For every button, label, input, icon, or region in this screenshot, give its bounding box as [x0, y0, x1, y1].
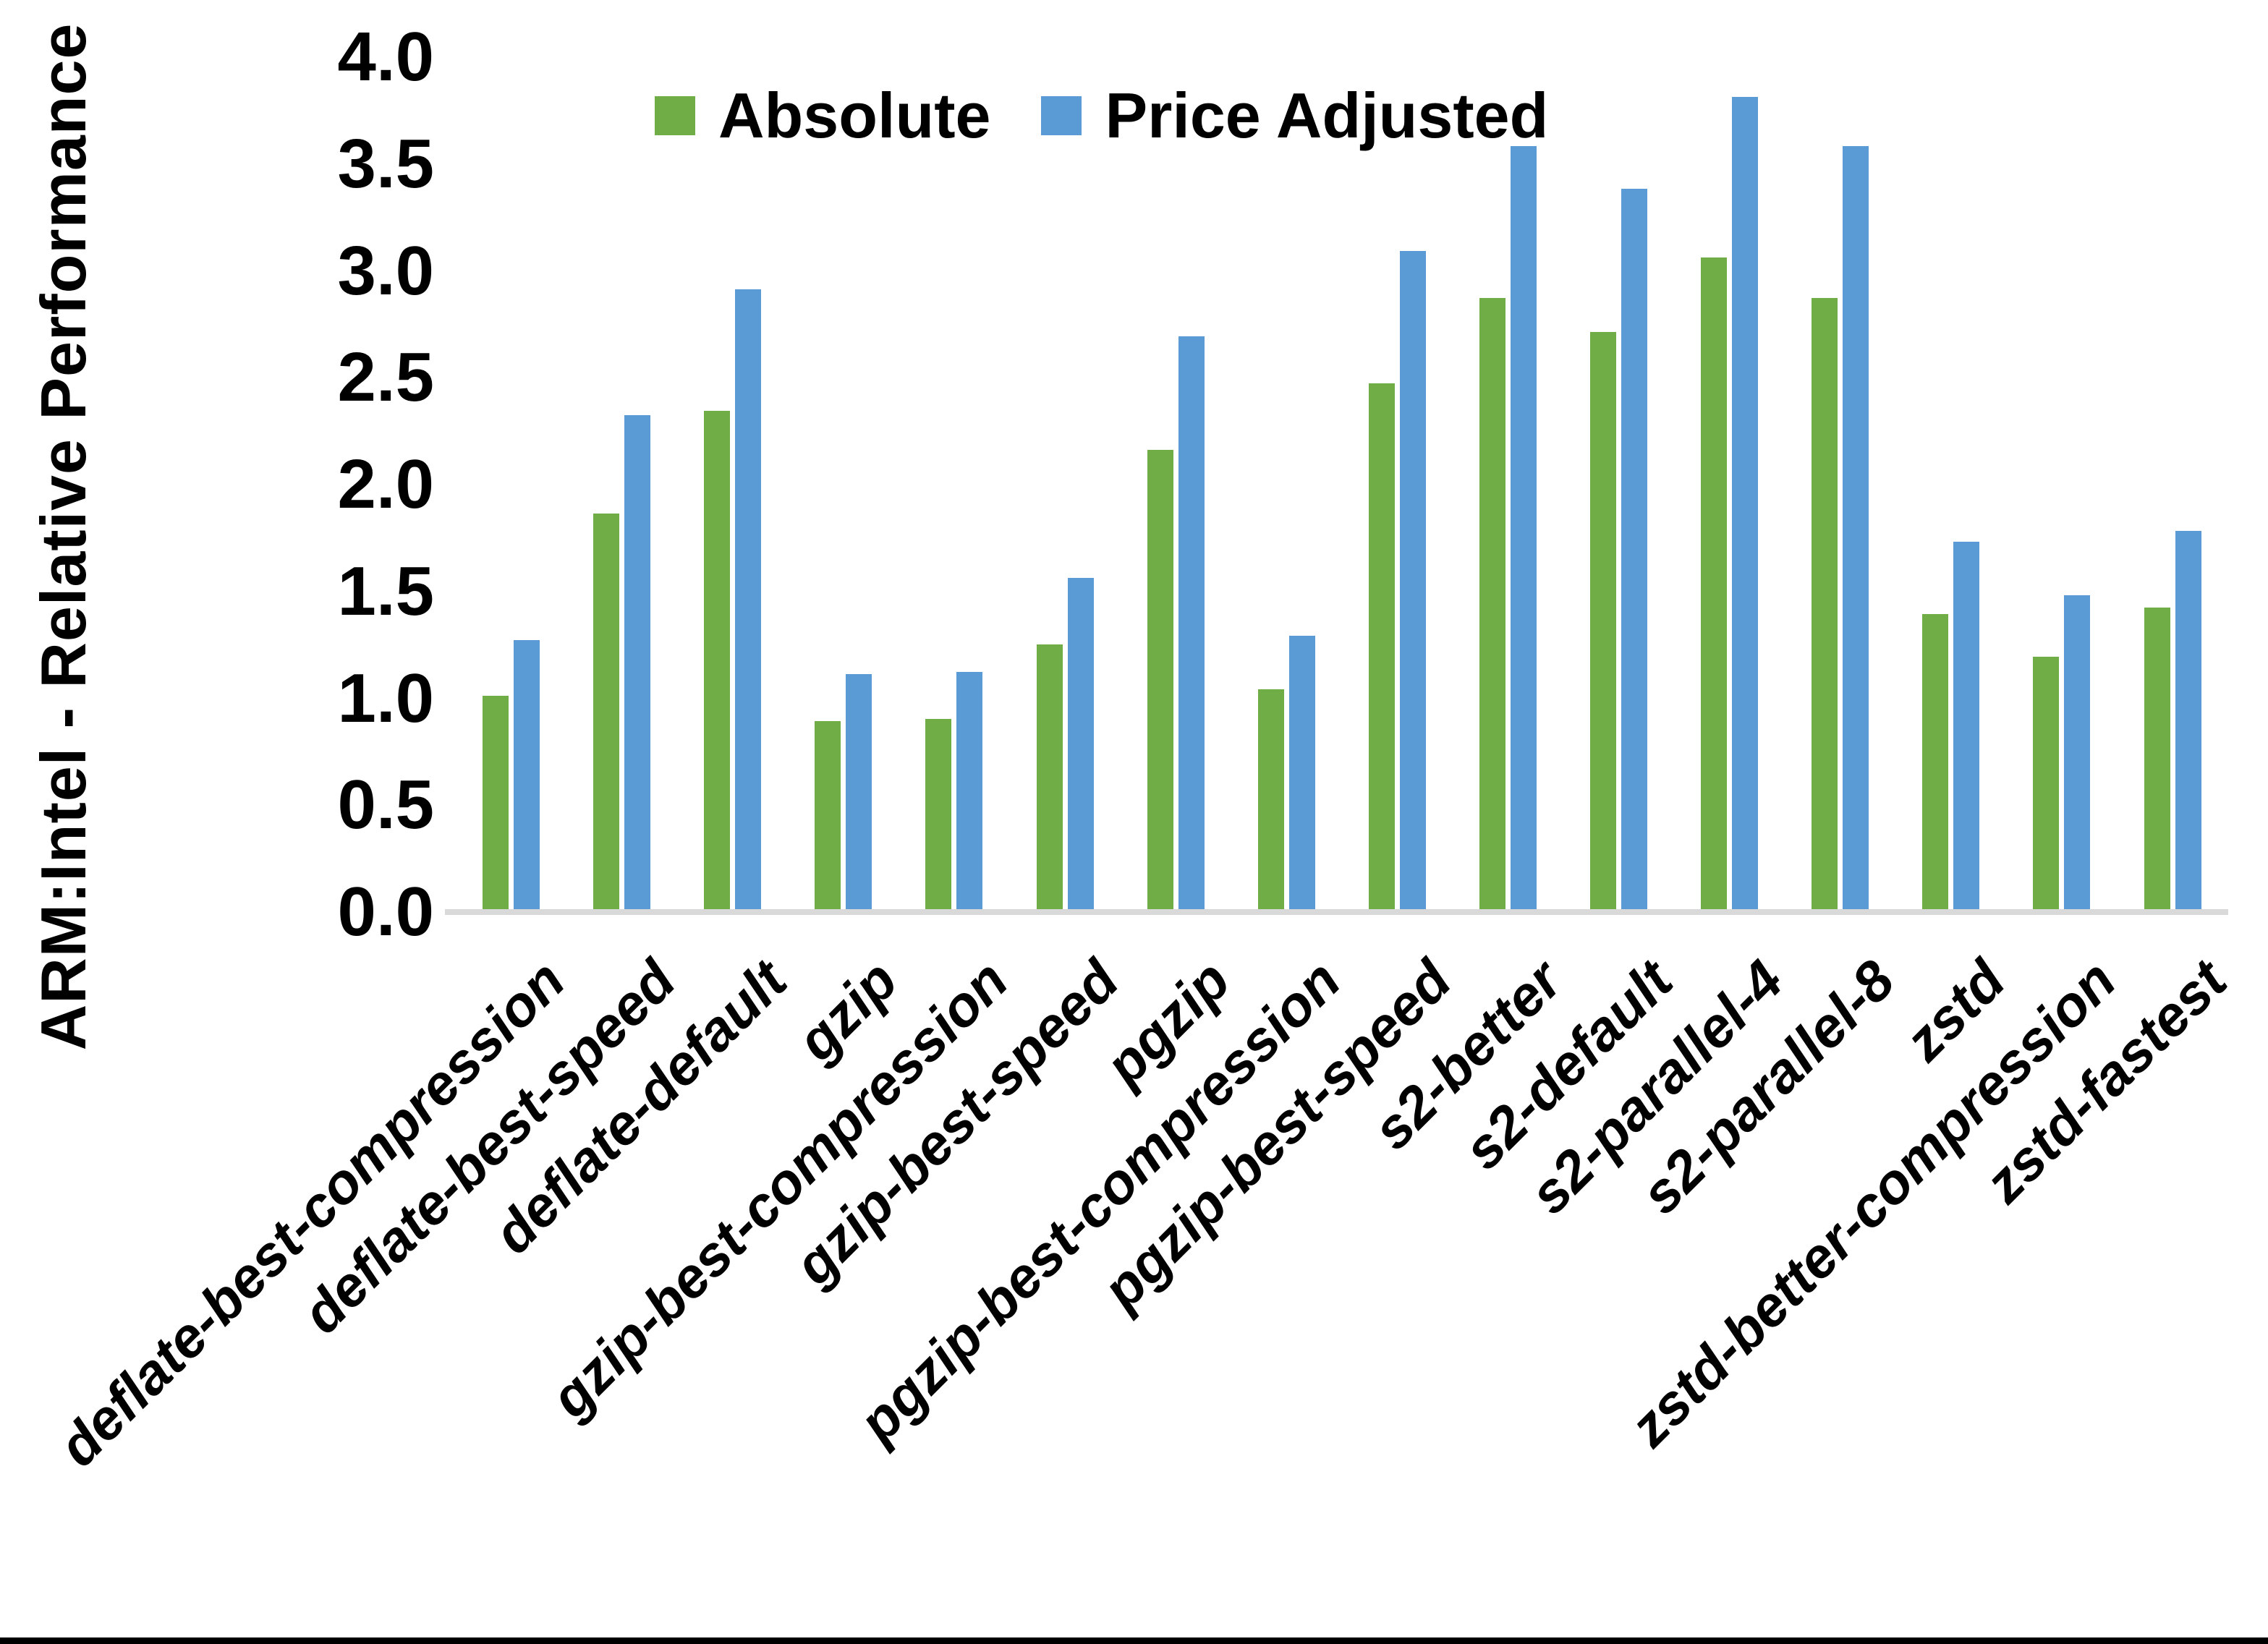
- legend: Absolute Price Adjusted: [655, 72, 1548, 159]
- y-tick-label: 2.5: [337, 338, 434, 417]
- bar-price-adjusted-gzip: [846, 673, 872, 909]
- bar-price-adjusted-s2-parallel-4: [1732, 97, 1759, 909]
- y-tick-label: 3.0: [337, 231, 434, 310]
- bar-price-adjusted-zstd: [1953, 541, 1980, 909]
- bar-absolute-zstd-better-compression: [2033, 657, 2060, 909]
- bar-absolute-deflate-best-compression: [483, 695, 509, 909]
- bar-absolute-s2-parallel-4: [1701, 257, 1728, 909]
- bar-absolute-deflate-default: [704, 411, 731, 909]
- bar-price-adjusted-pgzip-best-compression: [1288, 635, 1315, 909]
- bar-absolute-zstd: [1922, 614, 1949, 909]
- bar-absolute-s2-better: [1479, 297, 1505, 909]
- y-tick-label: 2.0: [337, 446, 434, 523]
- bar-absolute-pgzip-best-speed: [1368, 383, 1395, 909]
- bar-absolute-zstd-fastest: [2144, 608, 2170, 909]
- bar-absolute-gzip: [815, 720, 841, 909]
- legend-item: Price Adjusted: [1041, 79, 1548, 153]
- y-tick-label: 3.5: [337, 124, 434, 203]
- legend-label: Price Adjusted: [1105, 80, 1549, 151]
- bar-absolute-s2-default: [1590, 332, 1616, 909]
- bar-absolute-gzip-best-compression: [925, 719, 952, 909]
- y-tick-label: 0.5: [337, 766, 434, 844]
- y-axis-title: ARM:Intel - Relative Performance: [27, 22, 99, 1051]
- legend-item: Absolute: [655, 79, 990, 153]
- legend-label: Absolute: [718, 80, 991, 151]
- y-tick-label: 1.0: [337, 659, 434, 737]
- bar-price-adjusted-deflate-default: [735, 289, 762, 909]
- bar-price-adjusted-deflate-best-compression: [514, 639, 540, 909]
- y-tick-label: 4.0: [337, 18, 434, 95]
- bar-price-adjusted-s2-default: [1621, 189, 1647, 909]
- bar-price-adjusted-gzip-best-speed: [1067, 577, 1094, 909]
- legend-swatch-icon: [1041, 96, 1082, 135]
- legend-swatch-icon: [655, 96, 695, 135]
- bar-absolute-s2-parallel-8: [1812, 297, 1838, 909]
- y-tick-label: 1.5: [337, 552, 434, 630]
- bar-price-adjusted-zstd-better-compression: [2064, 595, 2091, 909]
- bar-price-adjusted-pgzip-best-speed: [1399, 250, 1426, 909]
- bar-absolute-pgzip: [1147, 449, 1173, 909]
- bar-absolute-pgzip-best-compression: [1257, 689, 1284, 909]
- bar-price-adjusted-gzip-best-compression: [956, 671, 983, 909]
- bar-price-adjusted-pgzip: [1178, 336, 1205, 909]
- bar-absolute-gzip-best-speed: [1036, 644, 1063, 909]
- bar-absolute-deflate-best-speed: [593, 514, 620, 909]
- y-tick-label: 0.0: [337, 873, 434, 950]
- x-axis-line: [445, 909, 2228, 915]
- bar-price-adjusted-s2-parallel-8: [1843, 146, 1869, 909]
- bottom-border: [0, 1637, 2268, 1644]
- bar-price-adjusted-zstd-fastest: [2175, 530, 2201, 909]
- bar-price-adjusted-s2-better: [1510, 146, 1537, 909]
- bar-price-adjusted-deflate-best-speed: [624, 415, 651, 909]
